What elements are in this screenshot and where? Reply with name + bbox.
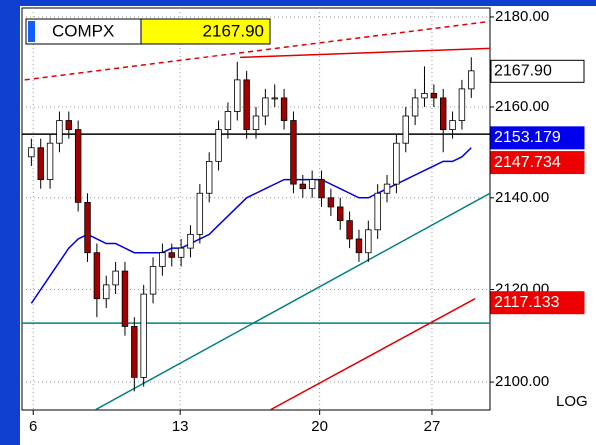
candle-body	[402, 115, 409, 144]
candle-body	[355, 238, 363, 254]
price-label: 2167.90	[494, 63, 552, 80]
candle-body	[93, 252, 101, 300]
price-label: 2153.179	[494, 129, 561, 146]
candle-body	[187, 233, 194, 249]
candle-body	[149, 266, 157, 295]
candle-body	[243, 79, 250, 130]
candle-body	[56, 120, 63, 144]
price-label-box	[490, 59, 585, 83]
candle-body	[28, 147, 35, 158]
candle-body	[112, 270, 119, 286]
axis-mode: LOG	[556, 393, 588, 410]
candle-body	[430, 93, 438, 99]
candle-body	[224, 111, 232, 130]
quote: 2167.90	[203, 21, 264, 40]
candle-body	[449, 120, 456, 130]
candle-body	[421, 93, 428, 99]
top-border	[0, 0, 596, 6]
candle-body	[140, 293, 147, 378]
x-tick-label: 6	[29, 418, 37, 435]
candle-body	[234, 79, 241, 112]
x-tick-label: 27	[424, 418, 441, 435]
candle-body	[46, 142, 54, 180]
candle-body	[252, 115, 260, 130]
candle-body	[205, 160, 213, 194]
candle-body	[346, 220, 353, 240]
price-label: 2147.734	[494, 154, 561, 171]
x-tick-label: 13	[172, 418, 189, 435]
price-label: 2117.133	[494, 294, 560, 311]
candle-body	[383, 183, 391, 194]
candle-body	[411, 97, 419, 117]
plot-content	[22, 8, 490, 410]
candle-body	[439, 97, 447, 130]
candle-body	[177, 247, 185, 258]
price-label-box	[490, 291, 585, 315]
y-tick-label: 2160.00	[495, 98, 549, 115]
overlay: COMPX 2167.90 LOG	[25, 18, 588, 410]
trend-line	[240, 47, 490, 59]
candle-body	[84, 201, 91, 254]
candle-body	[262, 97, 269, 117]
candle-body	[131, 326, 138, 378]
candle-body	[468, 70, 475, 90]
candle-body	[374, 192, 381, 231]
y-tick-label: 2180.00	[495, 8, 549, 25]
candle-body	[74, 129, 82, 203]
candle-body	[121, 270, 129, 327]
candle-body	[196, 192, 204, 235]
candle-body	[271, 97, 278, 100]
trend-line	[24, 20, 490, 81]
quote-box	[140, 18, 271, 45]
candle-body	[458, 88, 466, 121]
candle-body	[318, 179, 325, 199]
candle-body	[280, 97, 288, 121]
candle-body	[168, 252, 175, 258]
candle-body	[103, 284, 110, 300]
candle-body	[365, 229, 372, 254]
plot-area	[21, 7, 491, 411]
y-tick-label: 2140.00	[495, 189, 549, 206]
candle-body	[290, 120, 297, 185]
price-label-box	[490, 151, 585, 175]
trend-line	[94, 192, 490, 410]
candle-body	[337, 206, 344, 222]
symbol: COMPX	[52, 21, 114, 40]
candle-body	[393, 142, 400, 185]
candle-body	[159, 252, 166, 267]
price-label-box	[490, 126, 585, 150]
candle-body	[37, 147, 44, 180]
candle-body	[65, 120, 73, 130]
candle-body	[327, 197, 335, 208]
candle-body	[299, 183, 307, 190]
y-tick-label: 2100.00	[495, 373, 549, 390]
left-border	[0, 0, 20, 445]
trend-line	[269, 298, 476, 410]
candle-body	[215, 129, 222, 162]
candle-body	[308, 179, 316, 190]
symbol-marker	[28, 21, 35, 42]
x-tick-label: 20	[311, 418, 328, 435]
